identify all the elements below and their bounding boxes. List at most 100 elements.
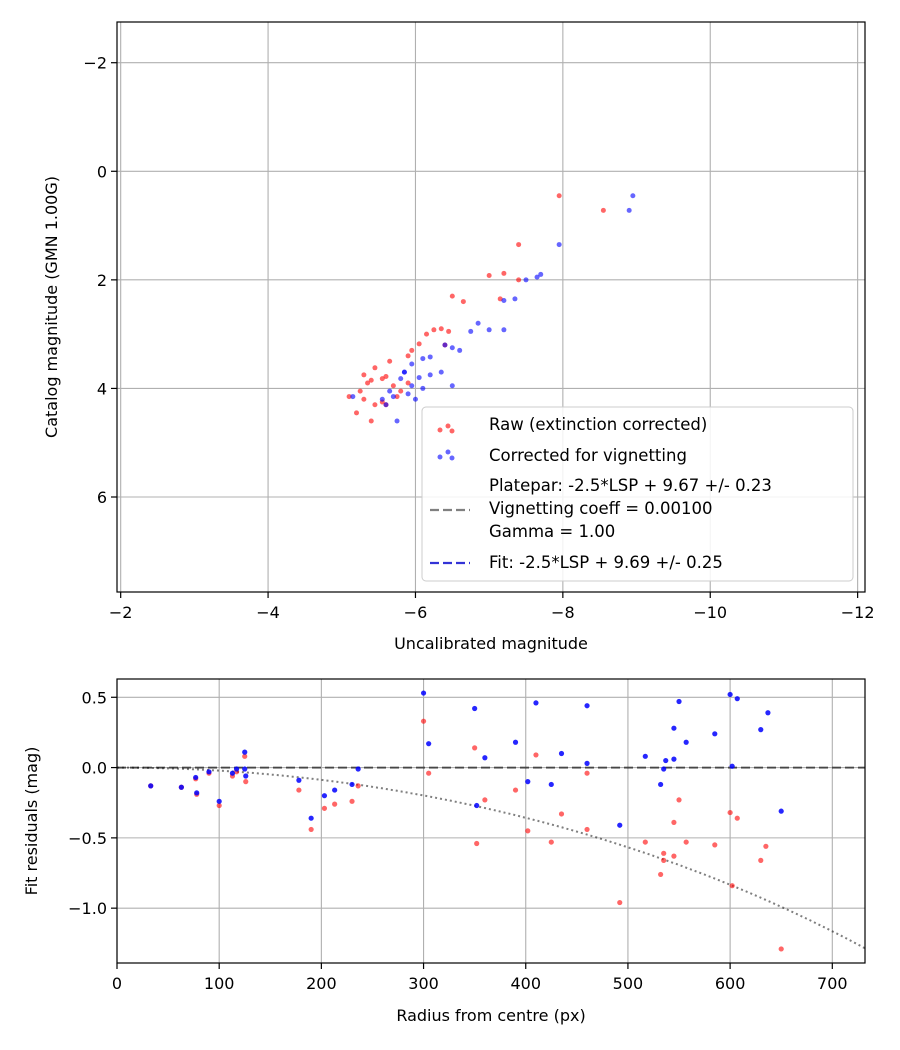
corrected-point [442, 342, 448, 348]
legend-item-platepar: Platepar: -2.5*LSP + 9.67 +/- 0.23 Vigne… [430, 476, 772, 541]
legend-corrected-marker [449, 455, 455, 461]
legend-box [421, 406, 854, 582]
legend-raw-marker [437, 427, 443, 433]
raw-point [357, 388, 363, 394]
raw-residual-point [617, 899, 623, 906]
corrected-point [412, 396, 418, 402]
raw-residual-point [216, 802, 222, 809]
corrected-residual-point [765, 710, 771, 716]
legend-item-corrected: Corrected for vignetting [437, 446, 687, 465]
raw-residual-point [729, 883, 735, 889]
corrected-residual-point [426, 741, 432, 747]
corrected-residual-point [243, 773, 249, 779]
bottom-y-tick-label: −0.5 [68, 829, 107, 848]
bottom-x-tick-label: 200 [306, 974, 337, 993]
corrected-residual-point [420, 690, 427, 696]
raw-point [460, 299, 466, 305]
corrected-point [512, 296, 518, 302]
corrected-point [420, 356, 426, 362]
raw-residual-point [558, 811, 565, 817]
raw-residual-point [525, 828, 531, 834]
corrected-residual-point [729, 763, 735, 769]
legend-vignetting-label: Vignetting coeff = 0.00100 [489, 499, 713, 518]
corrected-residual-point [778, 808, 784, 814]
corrected-residual-point [676, 698, 682, 705]
bottom-y-tick-label: −1.0 [68, 899, 107, 918]
raw-point [516, 242, 522, 248]
raw-point [556, 193, 562, 199]
bottom-scatter-points [148, 690, 784, 952]
corrected-residual-point [321, 793, 328, 799]
raw-point [361, 372, 367, 378]
corrected-residual-point [148, 783, 154, 789]
corrected-residual-point [482, 755, 488, 761]
raw-residual-point [712, 842, 718, 848]
bottom-y-tick-label: 0.5 [82, 688, 107, 707]
raw-point [431, 327, 437, 333]
corrected-residual-point [617, 822, 623, 828]
corrected-residual-point [178, 784, 184, 790]
raw-point [398, 388, 404, 394]
top-x-tick-label: −12 [841, 603, 875, 622]
bottom-x-ticks: 0 100 200 300 400 500 600 700 [112, 963, 848, 993]
corrected-point [486, 327, 492, 333]
bottom-x-axis-label: Radius from centre (px) [396, 1006, 585, 1025]
raw-point [379, 376, 385, 382]
corrected-point [538, 271, 544, 277]
raw-residual-point [420, 718, 427, 724]
bottom-x-tick-label: 600 [715, 974, 746, 993]
raw-point [486, 273, 492, 279]
top-scatter-points [346, 193, 636, 424]
corrected-residual-point [683, 739, 689, 745]
raw-point [394, 394, 400, 400]
raw-point [449, 293, 455, 299]
bottom-x-tick-label: 500 [613, 974, 644, 993]
raw-point [424, 331, 430, 337]
legend: Raw (extinction corrected) Corrected for… [421, 406, 854, 582]
corrected-residual-point [658, 781, 664, 788]
raw-point [438, 326, 444, 332]
corrected-residual-point [525, 779, 531, 785]
corrected-point [409, 383, 415, 389]
top-x-axis-label: Uncalibrated magnitude [394, 634, 588, 653]
raw-residual-point [308, 826, 314, 833]
corrected-residual-point [216, 798, 222, 804]
raw-residual-point [533, 752, 539, 758]
corrected-point [475, 320, 481, 326]
corrected-residual-point [233, 766, 240, 772]
raw-residual-point [671, 853, 677, 859]
corrected-point [449, 383, 455, 389]
raw-point [390, 383, 396, 389]
corrected-point [523, 277, 529, 283]
raw-residual-point [512, 787, 519, 793]
legend-raw-marker [449, 428, 455, 434]
raw-residual-point [355, 783, 361, 789]
legend-platepar-label: Platepar: -2.5*LSP + 9.67 +/- 0.23 [489, 476, 772, 495]
corrected-point [401, 369, 407, 375]
top-x-tick-label: −4 [256, 603, 280, 622]
bottom-plot-frame [116, 678, 866, 964]
raw-point [383, 373, 389, 379]
legend-fit-label: Fit: -2.5*LSP + 9.69 +/- 0.25 [489, 553, 723, 572]
corrected-residual-point [332, 787, 338, 793]
corrected-point [626, 207, 632, 213]
raw-point [409, 347, 415, 353]
corrected-point [383, 402, 389, 408]
corrected-residual-point [296, 777, 302, 783]
corrected-residual-point [584, 760, 590, 766]
corrected-residual-point [584, 703, 590, 709]
corrected-residual-point [472, 705, 478, 712]
bottom-y-axis-label: Fit residuals (mag) [22, 747, 41, 896]
raw-residual-point [584, 826, 590, 833]
corrected-point [534, 274, 540, 280]
corrected-residual-point [206, 769, 212, 775]
raw-point [405, 353, 411, 359]
corrected-residual-point [548, 781, 554, 788]
raw-point [387, 358, 393, 364]
legend-corrected-label: Corrected for vignetting [489, 446, 687, 465]
corrected-residual-point [308, 815, 314, 821]
corrected-point [449, 345, 455, 351]
bottom-x-tick-label: 0 [112, 974, 122, 993]
corrected-residual-point [671, 756, 677, 762]
